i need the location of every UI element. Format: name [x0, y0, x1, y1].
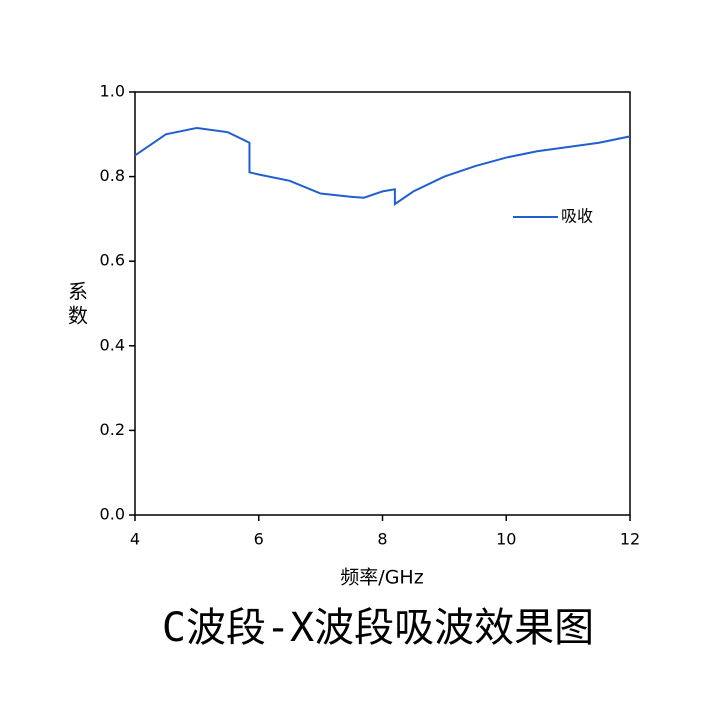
y-tick-label: 0.6 — [100, 251, 125, 270]
y-tick-label: 0.4 — [100, 335, 125, 354]
x-tick-label: 12 — [620, 530, 640, 549]
x-axis-label: 频率/GHz — [340, 567, 423, 589]
y-tick-label: 1.0 — [100, 82, 125, 101]
legend-label: 吸收 — [561, 207, 593, 226]
x-tick-label: 4 — [130, 530, 140, 549]
y-tick-label: 0.8 — [100, 166, 125, 185]
y-axis-label: 系数 — [65, 281, 89, 329]
x-tick-label: 10 — [496, 530, 516, 549]
plot-frame — [134, 91, 631, 516]
data-line — [134, 126, 631, 206]
x-tick-label: 8 — [377, 530, 387, 549]
y-tick-label: 0.0 — [100, 505, 125, 524]
chart-title: C波段-X波段吸波效果图 — [162, 605, 594, 651]
y-tick-label: 0.2 — [100, 420, 125, 439]
x-tick-label: 6 — [254, 530, 264, 549]
